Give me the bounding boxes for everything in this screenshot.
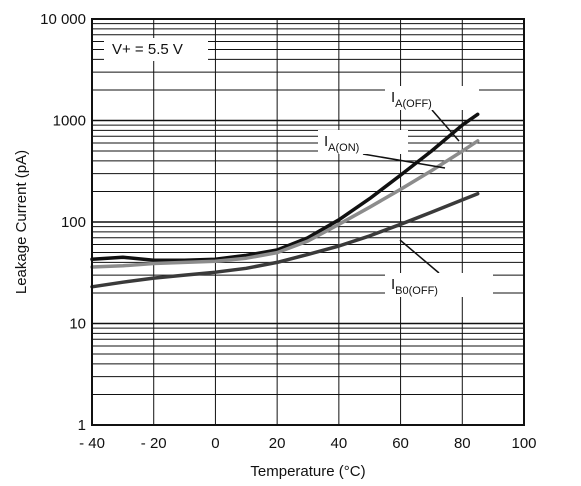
series-line-b0-off — [90, 191, 480, 289]
x-tick-label: 100 — [511, 435, 536, 452]
annotation-box: V+ = 5.5 V — [104, 38, 208, 61]
x-tick-label: - 20 — [141, 435, 167, 452]
x-tick-label: - 40 — [79, 435, 105, 452]
x-tick-label: 0 — [211, 435, 219, 452]
x-tick-label: 20 — [269, 435, 286, 452]
callout-leader-line — [399, 239, 440, 274]
series-label-text: IA(ON) — [324, 133, 359, 154]
callout-background — [385, 86, 479, 110]
x-tick-label: 40 — [331, 435, 348, 452]
series-label-text: IB0(OFF) — [391, 276, 438, 297]
annotation-text: V+ = 5.5 V — [112, 41, 183, 58]
series-label-text: IA(OFF) — [391, 89, 432, 110]
chart-grid — [92, 19, 524, 425]
x-tick-label: 60 — [392, 435, 409, 452]
series-line-a-on — [90, 139, 480, 269]
y-tick-label: 100 — [61, 214, 86, 231]
callout-background — [385, 273, 493, 297]
callout-background — [318, 130, 408, 154]
chart-tick-labels: - 40 - 20 0 20 40 60 80 100 1 10 100 1000 10 000 — [40, 11, 536, 452]
x-axis-title: Temperature (°C) — [250, 463, 365, 480]
x-tick-label: 80 — [454, 435, 471, 452]
y-tick-label: 10 — [69, 316, 86, 333]
chart-callouts: IA(OFF) IA(ON) IB0(OFF) — [318, 86, 493, 297]
annotation-background — [104, 38, 208, 61]
series-line-a-off — [90, 112, 480, 262]
y-tick-label: 10 000 — [40, 11, 86, 28]
series-label-b0-off: IB0(OFF) — [385, 239, 493, 297]
chart-series — [90, 112, 480, 289]
callout-leader-line — [431, 109, 460, 142]
callout-leader-line — [362, 153, 446, 169]
y-axis-title: Leakage Current (pA) — [13, 150, 30, 294]
series-label-a-on: IA(ON) — [318, 130, 446, 169]
series-label-a-off: IA(OFF) — [385, 86, 479, 142]
plot-frame — [91, 18, 525, 426]
y-tick-label: 1000 — [53, 113, 86, 130]
y-tick-label: 1 — [78, 417, 86, 434]
